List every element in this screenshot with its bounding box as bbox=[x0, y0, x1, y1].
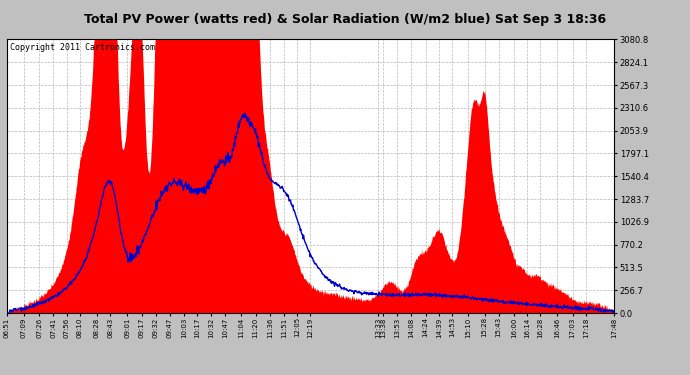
Text: Total PV Power (watts red) & Solar Radiation (W/m2 blue) Sat Sep 3 18:36: Total PV Power (watts red) & Solar Radia… bbox=[84, 13, 606, 26]
Text: Copyright 2011 Cartronics.com: Copyright 2011 Cartronics.com bbox=[10, 44, 155, 52]
